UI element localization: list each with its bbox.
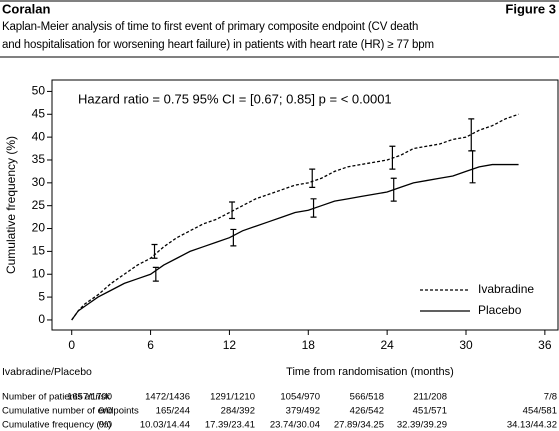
y-axis-label: Cumulative frequency (%)	[4, 136, 18, 274]
x-tick-label: 18	[302, 338, 316, 352]
y-tick-label: 40	[32, 129, 46, 143]
error-bar	[151, 243, 158, 259]
table-cell: 7/8	[544, 392, 557, 403]
error-bar	[229, 201, 236, 220]
table-cell: 32.39/39.29	[397, 420, 447, 431]
legend-label: Ivabradine	[478, 282, 534, 296]
table-row-label: Number of patients at risk	[2, 392, 110, 403]
table-cell: 0/0	[99, 406, 112, 417]
table-cell: 1657/1700	[67, 392, 112, 403]
table-cell: 0/0	[99, 420, 112, 431]
page-title: Coralan	[2, 1, 50, 16]
table-cell: 426/542	[350, 406, 384, 417]
x-tick-label: 0	[68, 338, 75, 352]
table-header: Ivabradine/Placebo	[2, 366, 92, 378]
y-tick-label: 15	[32, 244, 46, 258]
table-cell: 34.13/44.32	[507, 420, 557, 431]
x-tick-label: 36	[538, 338, 552, 352]
table-cell: 211/208	[413, 392, 447, 403]
figure-label: Figure 3	[505, 1, 556, 16]
annotation: Hazard ratio = 0.75 95% CI = [0.67; 0.85…	[78, 91, 392, 106]
x-tick-label: 30	[459, 338, 473, 352]
table-cell: 27.89/34.25	[334, 420, 384, 431]
subtitle-line: Kaplan-Meier analysis of time to first e…	[2, 21, 418, 33]
error-bar	[152, 266, 159, 282]
error-bar	[310, 198, 317, 218]
table-cell: 23.74/30.04	[270, 420, 320, 431]
table-cell: 17.39/23.41	[205, 420, 255, 431]
y-tick-label: 0	[38, 312, 45, 326]
table-cell: 1054/970	[280, 392, 320, 403]
series-line	[71, 163, 519, 321]
table-row-label: Cumulative frequency (%)	[2, 420, 111, 431]
x-tick-label: 24	[380, 338, 394, 352]
x-tick-label: 12	[223, 338, 237, 352]
subtitle-line: and hospitalisation for worsening heart …	[2, 39, 434, 51]
y-tick-label: 20	[32, 221, 46, 235]
error-bar	[389, 145, 396, 170]
y-tick-label: 45	[32, 106, 46, 120]
y-tick-label: 30	[32, 175, 46, 189]
y-tick-label: 35	[32, 152, 46, 166]
y-tick-label: 10	[32, 266, 46, 280]
table-cell: 379/492	[286, 406, 320, 417]
table-cell: 1472/1436	[145, 392, 190, 403]
x-axis-label: Time from randomisation (months)	[286, 366, 454, 378]
error-bar	[469, 150, 476, 184]
series-line	[71, 113, 519, 321]
error-bar	[390, 177, 397, 202]
y-tick-label: 25	[32, 198, 46, 212]
table-row-label: Cumulative number of endpoints	[2, 406, 139, 417]
error-bar	[230, 228, 237, 247]
legend-label: Placebo	[478, 303, 522, 317]
error-bar	[309, 168, 316, 189]
y-tick-label: 5	[38, 289, 45, 303]
plot-frame	[51, 79, 559, 331]
table-cell: 454/581	[523, 406, 557, 417]
table-cell: 284/392	[221, 406, 255, 417]
x-tick-label: 6	[147, 338, 154, 352]
table-cell: 566/518	[350, 392, 384, 403]
table-cell: 451/571	[413, 406, 447, 417]
table-cell: 1291/1210	[210, 392, 255, 403]
table-cell: 165/244	[156, 406, 190, 417]
y-tick-label: 50	[32, 84, 46, 98]
table-cell: 10.03/14.44	[140, 420, 190, 431]
